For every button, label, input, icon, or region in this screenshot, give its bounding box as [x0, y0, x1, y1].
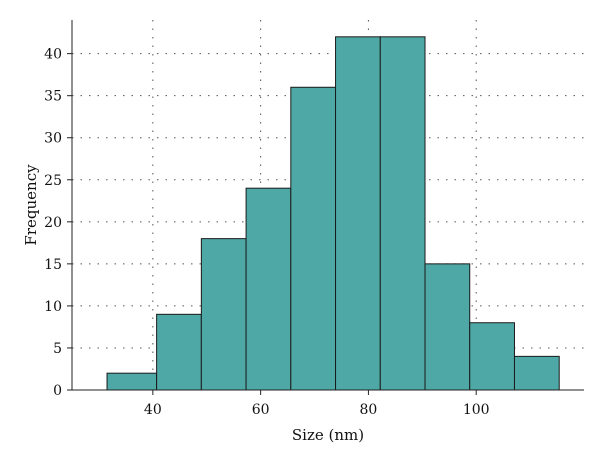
y-tick-label: 0 [53, 383, 62, 399]
y-tick-label: 15 [44, 257, 62, 273]
x-tick-label: 60 [252, 402, 270, 418]
histogram-bar [245, 187, 292, 391]
y-tick-label: 40 [44, 47, 62, 63]
x-tick-label: 100 [463, 402, 490, 418]
axes [71, 20, 584, 391]
histogram-bar [513, 355, 560, 391]
histogram-bar [424, 263, 471, 391]
y-axis-ticks: 0 5 10 15 20 25 30 35 40 [44, 47, 72, 399]
histogram-bar [106, 372, 158, 391]
y-tick-label: 35 [44, 89, 62, 105]
y-axis-title: Frequency [22, 164, 40, 246]
x-tick-label: 80 [360, 402, 378, 418]
y-tick-label: 20 [44, 215, 62, 231]
histogram-bar [200, 238, 247, 391]
x-tick-label: 40 [144, 402, 162, 418]
histogram-bars [106, 36, 560, 391]
histogram-bar [156, 313, 202, 391]
y-tick-label: 10 [44, 299, 62, 315]
histogram-bar [379, 36, 426, 391]
x-axis-ticks: 40 60 80 100 [144, 390, 490, 418]
y-tick-label: 5 [53, 341, 62, 357]
y-tick-label: 25 [44, 173, 62, 189]
histogram-bar [335, 36, 381, 391]
x-axis-title: Size (nm) [292, 426, 364, 444]
histogram-bar [469, 322, 515, 391]
y-tick-label: 30 [44, 131, 62, 147]
histogram-bar [290, 86, 337, 391]
